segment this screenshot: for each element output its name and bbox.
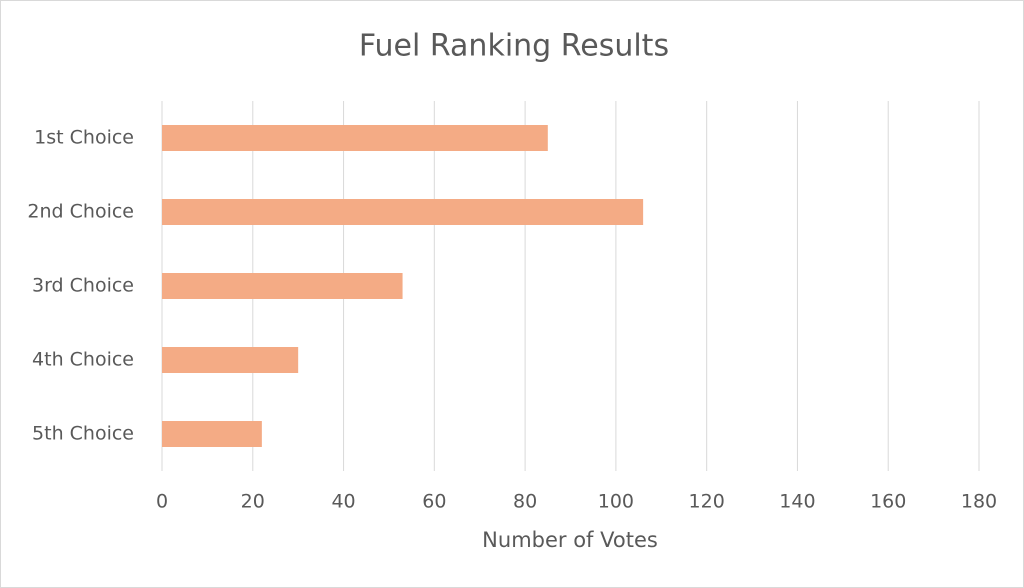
y-tick-label: 2nd Choice: [27, 201, 134, 223]
bar: [162, 125, 548, 151]
y-tick-label: 3rd Choice: [32, 275, 134, 297]
x-tick-label: 180: [961, 491, 997, 513]
x-tick-label: 20: [241, 491, 265, 513]
x-tick-label: 80: [513, 491, 537, 513]
x-tick-label: 140: [779, 491, 815, 513]
x-tick-label: 40: [331, 491, 355, 513]
x-tick-label: 60: [422, 491, 446, 513]
bar: [162, 421, 262, 447]
chart-title: Fuel Ranking Results: [359, 29, 669, 64]
y-tick-label: 4th Choice: [32, 349, 134, 371]
y-tick-label: 5th Choice: [32, 423, 134, 445]
bar: [162, 199, 644, 225]
x-tick-label: 120: [689, 491, 725, 513]
y-tick-label: 1st Choice: [34, 127, 134, 149]
x-tick-label: 160: [870, 491, 906, 513]
x-tick-label: 0: [156, 491, 168, 513]
bar: [162, 273, 403, 299]
x-tick-label: 100: [598, 491, 634, 513]
bar: [162, 347, 299, 373]
x-axis-label: Number of Votes: [482, 528, 658, 552]
